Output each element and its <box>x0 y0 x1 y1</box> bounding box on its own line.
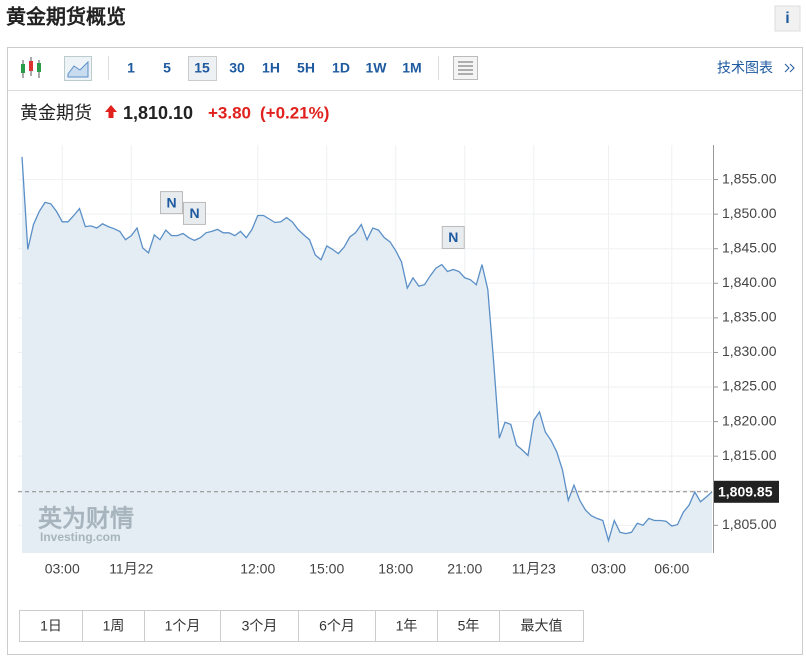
tech-chart-link[interactable]: 技术图表 <box>717 60 773 76</box>
watermark-brand: 英为财情 <box>38 505 134 532</box>
news-marker[interactable] <box>160 191 183 215</box>
quote-change-pct: (+0.21%) <box>260 103 329 122</box>
plot: 1,805.001,810.001,815.001,820.001,825.00… <box>18 145 779 577</box>
interval-button[interactable]: 1H <box>262 60 280 76</box>
quote-name: 黄金期货 <box>20 103 92 123</box>
x-tick-label: 12:00 <box>240 561 275 577</box>
table-icon[interactable] <box>453 56 478 80</box>
x-tick-label: 03:00 <box>591 561 626 577</box>
interval-button[interactable]: 1W <box>366 60 388 76</box>
last-price-box <box>714 480 779 503</box>
x-tick-label: 18:00 <box>378 561 413 577</box>
x-tick-label: 21:00 <box>447 561 482 577</box>
link-arrow <box>784 63 795 73</box>
x-tick-label: 06:00 <box>654 561 689 577</box>
y-tick-label: 1,855.00 <box>722 170 777 186</box>
range-button[interactable] <box>499 610 584 642</box>
candle-icon[interactable] <box>21 57 41 78</box>
interval-button[interactable]: 1M <box>402 60 421 76</box>
watermark-site: Investing.com <box>40 530 121 544</box>
y-tick-label: 1,835.00 <box>722 309 777 325</box>
page-title: 黄金期货概览 <box>6 4 126 28</box>
up-arrow <box>105 105 117 118</box>
news-marker[interactable] <box>441 225 465 249</box>
range-label[interactable]: 5年 <box>458 618 480 634</box>
y-tick-label: 1,850.00 <box>722 205 777 221</box>
interval-button[interactable]: 5 <box>163 60 171 76</box>
news-marker-label[interactable]: N <box>166 194 176 210</box>
area <box>22 156 712 554</box>
table-glyph <box>458 61 473 75</box>
interval-button[interactable]: 15 <box>194 60 210 76</box>
range-label[interactable]: 1个月 <box>165 618 201 634</box>
news-marker[interactable] <box>183 201 206 225</box>
range-label[interactable]: 最大值 <box>521 618 563 634</box>
range-label[interactable]: 1日 <box>40 618 62 634</box>
news-marker-label[interactable]: N <box>189 205 199 221</box>
range-label[interactable]: 6个月 <box>319 618 355 634</box>
info-icon[interactable]: i <box>785 10 789 27</box>
quote-price: 1,810.10 <box>123 103 193 123</box>
quote-change: +3.80 <box>208 103 251 122</box>
last-price-label: 1,809.85 <box>718 484 773 500</box>
range-button[interactable] <box>144 610 221 642</box>
range-button[interactable] <box>82 610 145 642</box>
range-label[interactable]: 3个月 <box>242 618 278 634</box>
area-glyph <box>67 60 89 78</box>
y-tick-label: 1,820.00 <box>722 412 777 428</box>
range-label[interactable]: 1年 <box>396 618 418 634</box>
price-line <box>21 156 713 543</box>
range-button[interactable] <box>375 610 438 642</box>
range-label[interactable]: 1周 <box>103 618 125 634</box>
info-button[interactable] <box>774 5 801 32</box>
y-tick-label: 1,805.00 <box>722 516 777 532</box>
y-tick-label: 1,815.00 <box>722 447 777 463</box>
x-tick-label: 03:00 <box>45 561 80 577</box>
interval-button[interactable]: 1D <box>332 60 350 76</box>
news-marker-label[interactable]: N <box>448 229 458 245</box>
panel <box>7 47 803 655</box>
y-tick-label: 1,825.00 <box>722 378 777 394</box>
x-tick-label: 11月23 <box>512 561 556 577</box>
interval-button[interactable]: 5H <box>297 60 315 76</box>
y-tick-label: 1,830.00 <box>722 343 777 359</box>
x-tick-label: 11月22 <box>109 561 153 577</box>
y-tick-label: 1,845.00 <box>722 239 777 255</box>
interval-button[interactable]: 1 <box>127 60 135 76</box>
range-button[interactable] <box>220 610 299 642</box>
interval-active[interactable] <box>188 56 217 81</box>
interval-button[interactable]: 30 <box>229 60 245 76</box>
y-tick-label: 1,840.00 <box>722 274 777 290</box>
x-tick-label: 15:00 <box>309 561 344 577</box>
